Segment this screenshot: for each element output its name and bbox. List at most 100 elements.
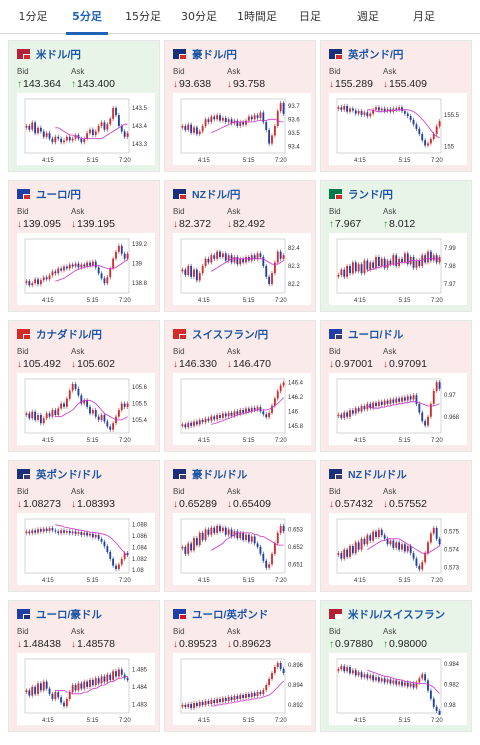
pair-name-link[interactable]: 米ドル/円 [36, 48, 81, 61]
candle-body [100, 415, 103, 420]
candlestick-chart[interactable]: 143.5 143.4 143.3 4:15 5:15 7:20 [17, 93, 155, 165]
tab-1min[interactable]: 1分足 [18, 10, 48, 23]
rate-card[interactable]: カナダドル/円 Bid Ask ↓105.492 ↓105.602 105.6 105.5 1… [8, 320, 160, 452]
pair-name-link[interactable]: ユーロ/豪ドル [36, 608, 102, 621]
candle-body [204, 529, 207, 540]
candle-body [421, 133, 424, 141]
rate-card[interactable]: 米ドル/スイスフラン Bid Ask ↑0.97880 ↑0.98000 0.984 0.9… [320, 600, 472, 732]
candle-body [360, 111, 363, 115]
candlestick-chart[interactable]: 0.653 0.652 0.651 4:15 5:15 7:20 [173, 513, 311, 585]
candlestick-chart[interactable]: 1.088 1.086 1.084 1.082 1.08 4:15 5:15 7:20 [17, 513, 155, 585]
pair-name-link[interactable]: カナダドル/円 [36, 328, 102, 341]
rate-card[interactable]: 英ポンド/円 Bid Ask ↓155.289 ↓155.409 155.5 155 4:15… [320, 40, 472, 172]
candlestick-chart[interactable]: 0.575 0.574 0.573 4:15 5:15 7:20 [329, 513, 467, 585]
pair-name-link[interactable]: ランド/円 [348, 188, 393, 201]
pair-name-link[interactable]: 英ポンド/ドル [36, 468, 102, 481]
rate-card[interactable]: 英ポンド/ドル Bid Ask ↓1.08273 ↓1.08393 1.088 1.086 1… [8, 460, 160, 592]
pair-name-link[interactable]: ユーロ/円 [36, 188, 81, 201]
card-header: 英ポンド/円 [329, 47, 403, 61]
pair-name-link[interactable]: ユーロ/英ポンド [192, 608, 269, 621]
candlestick-chart[interactable]: 93.7 93.6 93.5 93.4 4:15 5:15 7:20 [173, 93, 311, 165]
x-tick-label: 5:15 [399, 298, 411, 304]
chart-svg: 0.653 0.652 0.651 4:15 5:15 7:20 [180, 518, 304, 584]
candle-body [80, 683, 83, 689]
rate-card[interactable]: ランド/円 Bid Ask ↑7.967 ↑8.012 7.99 7.98 7.97 4:15 5… [320, 180, 472, 312]
candle-body [427, 542, 429, 554]
rate-card[interactable]: NZドル/ドル Bid Ask ↓0.57432 ↓0.57552 0.575 0.574 0… [320, 460, 472, 592]
candle-body [351, 262, 354, 274]
candle-body [48, 413, 51, 417]
candle-body [112, 108, 115, 119]
pair-name-link[interactable]: NZドル/ドル [348, 468, 407, 481]
candle-body [34, 122, 37, 134]
x-tick-label: 4:15 [198, 718, 210, 724]
candle-body [406, 682, 409, 687]
eu-us-flag [329, 329, 342, 339]
plot-frame [180, 98, 286, 154]
candle-body [383, 535, 386, 539]
candle-body [221, 253, 224, 257]
candlestick-chart[interactable]: 1.485 1.484 1.483 4:15 5:15 7:20 [17, 653, 155, 725]
rate-card[interactable]: ユーロ/英ポンド Bid Ask ↓0.89523 ↓0.89623 0.896 0.894… [164, 600, 316, 732]
ask-label: Ask [227, 207, 241, 216]
rate-card[interactable]: 米ドル/円 Bid Ask ↑143.364 ↑143.400 143.5 143.4 143… [8, 40, 160, 172]
tab-weekly[interactable]: 週足 [357, 10, 379, 23]
candlestick-chart[interactable]: 82.4 82.3 82.2 4:15 5:15 7:20 [173, 233, 311, 305]
nz-jp-flag [173, 189, 186, 199]
tab-5min[interactable]: 5分足 [62, 0, 112, 35]
pair-name-link[interactable]: 米ドル/スイスフラン [348, 608, 446, 621]
rate-card[interactable]: 豪ドル/円 Bid Ask ↓93.638 ↓93.758 93.7 93.6 93.5 93.… [164, 40, 316, 172]
candle-body [386, 400, 389, 404]
candle-body [106, 546, 109, 552]
candle-body [406, 113, 409, 117]
candlestick-chart[interactable]: 146.4 146.2 146 145.8 4:15 5:15 7:20 [173, 373, 311, 445]
pair-name-link[interactable]: 英ポンド/円 [348, 48, 404, 61]
candlestick-chart[interactable]: 7.99 7.98 7.97 4:15 5:15 7:20 [329, 233, 467, 305]
candle-body [363, 674, 366, 678]
candle-body [210, 116, 213, 122]
rate-card[interactable]: ユーロ/ドル Bid Ask ↓0.97001 ↓0.97091 0.97 0.968 4:1… [320, 320, 472, 452]
candle-body [42, 681, 45, 691]
x-tick-label: 4:15 [198, 158, 210, 164]
x-tick-label: 4:15 [354, 298, 366, 304]
candlestick-chart[interactable]: 139.2 139 138.8 4:15 5:15 7:20 [17, 233, 155, 305]
x-tick-label: 5:15 [87, 718, 99, 724]
tab-monthly[interactable]: 月足 [413, 10, 435, 23]
candle-body [126, 403, 129, 407]
rate-card[interactable]: スイスフラン/円 Bid Ask ↓146.330 ↓146.470 146.4 146.2… [164, 320, 316, 452]
candle-body [25, 281, 28, 283]
rate-card[interactable]: ユーロ/豪ドル Bid Ask ↓1.48438 ↓1.48578 1.485 1.484 1… [8, 600, 160, 732]
candle-body [377, 529, 380, 537]
candle-body [432, 255, 435, 261]
bid-price: ↓1.48438 [17, 638, 61, 650]
candle-body [103, 541, 106, 547]
candlestick-chart[interactable]: 155.5 155 4:15 5:15 7:20 [329, 93, 467, 165]
pair-name-link[interactable]: 豪ドル/ドル [192, 468, 248, 481]
candle-body [401, 258, 403, 263]
candle-body [187, 704, 190, 707]
plot-frame [180, 658, 286, 714]
chart-svg: 1.485 1.484 1.483 4:15 5:15 7:20 [24, 658, 148, 724]
candlestick-chart[interactable]: 0.97 0.968 4:15 5:15 7:20 [329, 373, 467, 445]
pair-name-link[interactable]: NZドル/円 [192, 188, 241, 201]
arrow-down-icon: ↓ [329, 79, 334, 90]
y-tick-label: 0.573 [444, 566, 460, 572]
rate-card[interactable]: NZドル/円 Bid Ask ↓82.372 ↓82.492 82.4 82.3 82.2 4:… [164, 180, 316, 312]
candle-body [184, 705, 187, 707]
pair-name-link[interactable]: 豪ドル/円 [192, 48, 237, 61]
tab-15min[interactable]: 15分足 [125, 10, 161, 23]
rate-card[interactable]: ユーロ/円 Bid Ask ↓139.095 ↓139.195 139.2 139 138.8… [8, 180, 160, 312]
tab-30min[interactable]: 30分足 [181, 10, 217, 23]
candle-body [91, 410, 94, 414]
candlestick-chart[interactable]: 105.6 105.5 105.4 4:15 5:15 7:20 [17, 373, 155, 445]
pair-name-link[interactable]: ユーロ/ドル [348, 328, 404, 341]
tab-daily[interactable]: 日足 [299, 10, 321, 23]
candlestick-chart[interactable]: 0.984 0.982 0.98 4:15 5:15 7:20 [329, 653, 467, 725]
pair-name-link[interactable]: スイスフラン/円 [192, 328, 269, 341]
moving-average-line [55, 123, 128, 139]
candle-body [245, 408, 247, 413]
candle-body [253, 693, 256, 696]
rate-card[interactable]: 豪ドル/ドル Bid Ask ↓0.65289 ↓0.65409 0.653 0.652 0.… [164, 460, 316, 592]
tab-1hour[interactable]: 1時間足 [237, 10, 277, 23]
candlestick-chart[interactable]: 0.896 0.894 0.892 4:15 5:15 7:20 [173, 653, 311, 725]
